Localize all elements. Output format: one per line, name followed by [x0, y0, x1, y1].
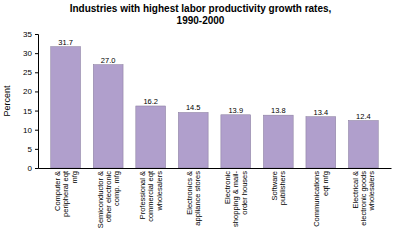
data-labels: 31.7 27.0 16.2 14.5 13.9 13.8 13.4 12.4 [58, 38, 370, 121]
tick: 20 [23, 87, 38, 96]
tick: Softwarepublishers [270, 168, 287, 205]
axis-domain [35, 35, 39, 169]
tick-label: 5 [28, 145, 33, 154]
tick-label: Electronics &appliance stores [185, 171, 202, 226]
data-label: 27.0 [101, 56, 116, 65]
tick: 10 [23, 126, 38, 135]
tick-label-line: comp. mfg [112, 171, 121, 206]
tick-mark [35, 168, 38, 169]
tick-mark [35, 130, 38, 131]
tick: 0 [28, 164, 38, 173]
y-axis: 0 5 10 15 20 25 30 35 [23, 30, 38, 173]
tick: Electronics &appliance stores [185, 168, 202, 226]
tick-mark [35, 53, 38, 54]
tick-label: Computer &peripheral eqtmfg [53, 170, 79, 217]
bar [136, 106, 166, 168]
tick-label-line: wholesalers [367, 171, 376, 212]
tick: 5 [28, 145, 38, 154]
tick: Computer &peripheral eqtmfg [53, 168, 79, 217]
axis-domain [39, 168, 392, 169]
tick-label: Professional &commercial eqtwholesalers [138, 170, 164, 222]
bar [93, 65, 123, 168]
tick-label-line: publishers [278, 171, 287, 205]
data-label: 31.7 [58, 38, 73, 47]
tick: 15 [23, 107, 38, 116]
tick-label-line: eqt mfg [321, 171, 330, 196]
tick-label: 20 [23, 87, 32, 96]
title: Industries with highest labor productivi… [70, 3, 332, 26]
data-label: 13.4 [314, 108, 329, 117]
tick-label: 15 [23, 107, 32, 116]
bar [263, 115, 293, 168]
tick-label: Electrical &electronic goodswholesalers [351, 171, 377, 226]
tick: 30 [23, 49, 38, 58]
tick-label: 30 [23, 49, 32, 58]
tick-mark [35, 34, 38, 35]
plot-area [51, 47, 378, 168]
tick-label: 0 [28, 164, 33, 173]
tick-mark [35, 149, 38, 150]
y-axis-label: Percent [2, 85, 12, 117]
tick-label-line: appliance stores [193, 171, 202, 226]
tick-label: Communicationseqt mfg [312, 171, 329, 227]
tick-mark [35, 91, 38, 92]
tick: 25 [23, 68, 38, 77]
chart: Computer &peripheral eqtmfg Semiconductor… [0, 0, 401, 238]
tick-label: 35 [23, 30, 32, 39]
x-axis: Computer &peripheral eqtmfg Semiconductor… [39, 168, 392, 228]
tick: Electrical &electronic goodswholesalers [351, 168, 377, 226]
tick-label: Semiconductor &other electroniccomp. mfg [96, 171, 122, 228]
tick: Communicationseqt mfg [312, 168, 329, 227]
tick-label-line: mfg [70, 171, 79, 184]
bar [51, 47, 81, 168]
tick: Electronicshopping & mail-order houses [223, 168, 249, 227]
data-label: 16.2 [143, 97, 158, 106]
tick-mark [35, 111, 38, 112]
bar [348, 121, 378, 168]
tick-label-line: order houses [240, 171, 249, 215]
tick-mark [35, 72, 38, 73]
bar [221, 115, 251, 168]
tick: 35 [23, 30, 38, 39]
tick: Professional &commercial eqtwholesalers [138, 168, 164, 222]
data-label: 14.5 [186, 103, 201, 112]
tick-label: 10 [23, 126, 32, 135]
title-line: Industries with highest labor productivi… [70, 3, 332, 14]
bar [178, 112, 208, 168]
tick-label: 25 [23, 68, 32, 77]
tick-label: Electronicshopping & mail-order houses [223, 171, 249, 227]
data-label: 12.4 [356, 112, 371, 121]
data-label: 13.9 [228, 106, 243, 115]
data-label: 13.8 [271, 106, 286, 115]
tick: Semiconductor &other electroniccomp. mfg [96, 168, 122, 228]
tick-label-line: wholesalers [155, 171, 164, 212]
bar [306, 117, 336, 168]
tick-label: Softwarepublishers [270, 171, 287, 205]
title-line: 1990-2000 [177, 15, 225, 26]
